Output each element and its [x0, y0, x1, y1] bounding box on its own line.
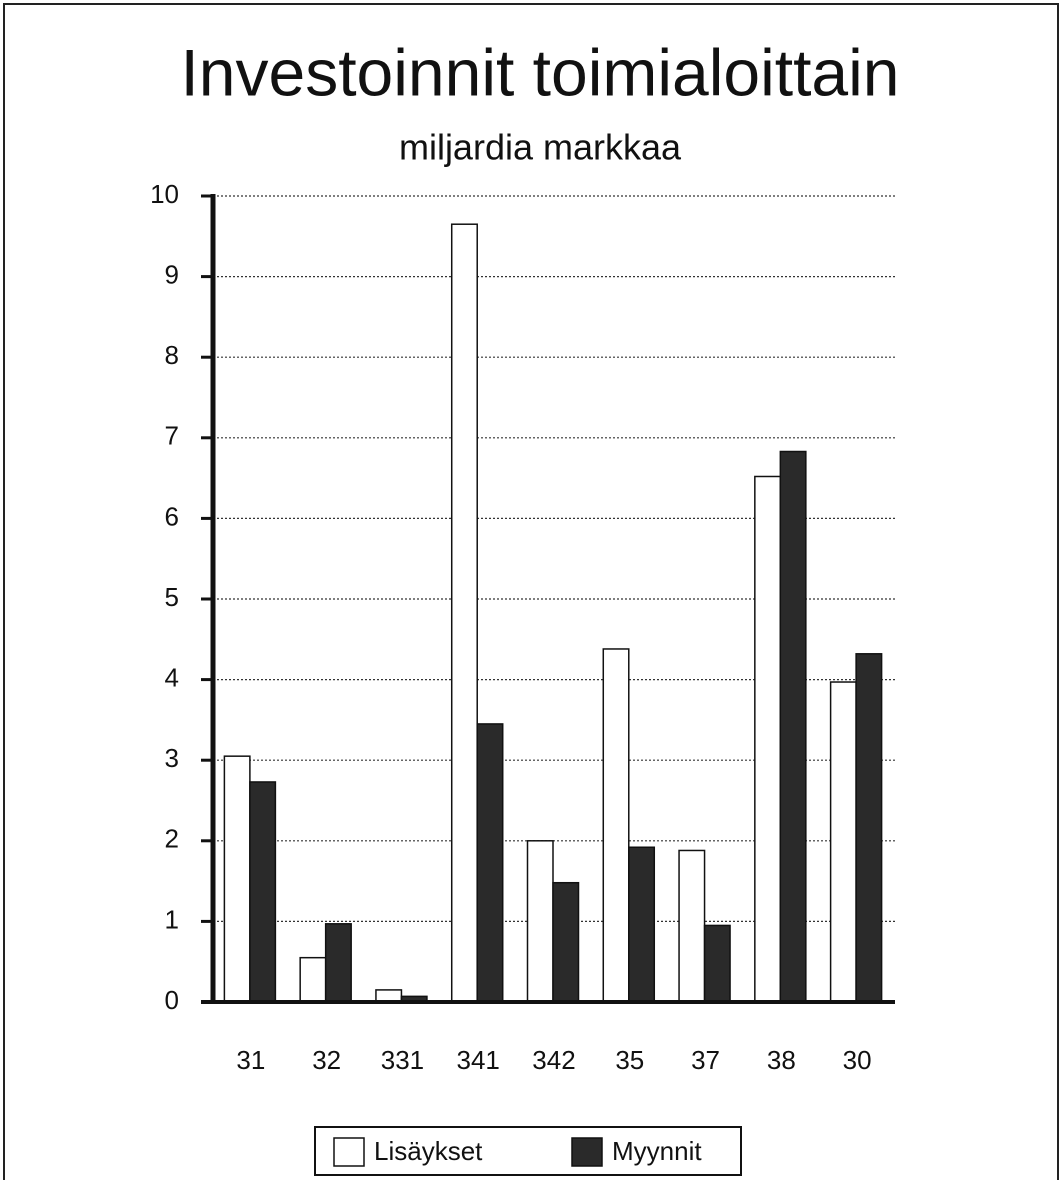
- bar: [249, 781, 277, 1003]
- chart-title: Investoinnit toimialoittain: [180, 35, 899, 109]
- x-tick-label: 37: [691, 1045, 720, 1075]
- bar: [779, 450, 807, 1003]
- bar: [324, 923, 352, 1003]
- x-tick-label: 32: [312, 1045, 341, 1075]
- x-tick-label: 342: [532, 1045, 575, 1075]
- x-tick-label: 331: [381, 1045, 424, 1075]
- bar: [703, 924, 731, 1003]
- y-tick-label: 6: [165, 501, 179, 531]
- legend-swatch: [571, 1137, 603, 1167]
- bar: [526, 840, 554, 1003]
- legend-swatch: [333, 1137, 365, 1167]
- x-tick-label: 38: [767, 1045, 796, 1075]
- y-tick-label: 7: [165, 421, 179, 451]
- frame: [3, 3, 1059, 1180]
- chart-subtitle: miljardia markkaa: [399, 127, 682, 168]
- bar: [829, 681, 857, 1003]
- y-tick-label: 9: [165, 259, 179, 289]
- y-tick-label: 10: [150, 179, 179, 209]
- y-tick-label: 5: [165, 582, 179, 612]
- bar: [754, 475, 782, 1003]
- y-tick-label: 1: [165, 904, 179, 934]
- x-tick-label: 30: [843, 1045, 872, 1075]
- x-tick-label: 31: [236, 1045, 265, 1075]
- legend-box: [314, 1126, 742, 1176]
- y-tick-label: 0: [165, 985, 179, 1015]
- bar: [476, 723, 504, 1003]
- bar: [450, 223, 478, 1003]
- bar: [602, 648, 630, 1003]
- y-tick-label: 2: [165, 824, 179, 854]
- bar: [678, 849, 706, 1003]
- bar: [855, 653, 883, 1003]
- x-tick-label: 341: [457, 1045, 500, 1075]
- bar: [552, 881, 580, 1003]
- legend-label: Lisäykset: [374, 1136, 483, 1166]
- y-tick-label: 4: [165, 662, 179, 692]
- x-tick-label: 35: [615, 1045, 644, 1075]
- y-tick-label: 8: [165, 340, 179, 370]
- legend-label: Myynnit: [612, 1136, 702, 1166]
- bar: [628, 846, 656, 1003]
- y-tick-label: 3: [165, 743, 179, 773]
- bar: [299, 956, 327, 1003]
- bar: [223, 755, 251, 1003]
